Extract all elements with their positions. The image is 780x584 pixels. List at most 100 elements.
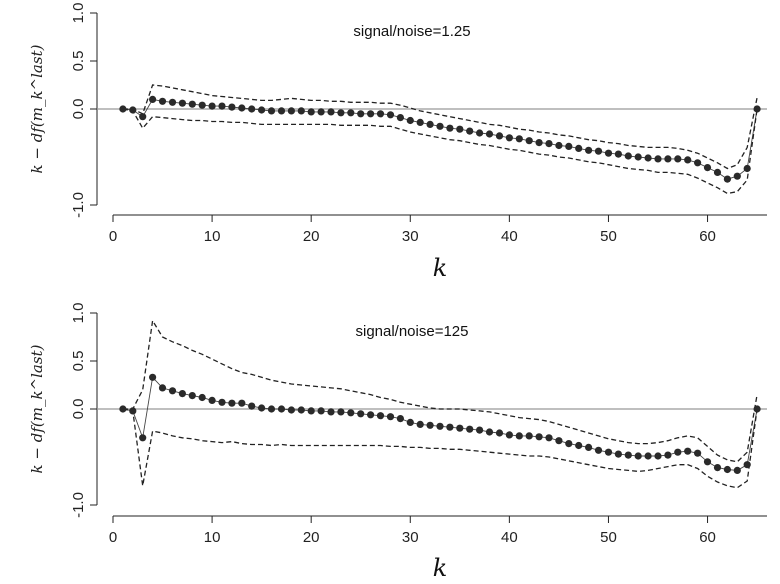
data-point	[426, 421, 434, 429]
data-point	[188, 392, 196, 400]
data-point	[505, 431, 513, 439]
data-point	[208, 102, 216, 110]
data-point	[396, 415, 404, 423]
data-point	[168, 98, 177, 106]
data-point	[565, 440, 573, 448]
y-tick-label: 0.5	[70, 351, 87, 372]
data-point	[357, 110, 365, 118]
data-point	[238, 399, 246, 407]
x-tick-label: 40	[501, 529, 518, 546]
data-point	[436, 422, 444, 430]
data-point	[287, 107, 295, 115]
data-point	[585, 146, 593, 154]
data-point	[545, 140, 553, 148]
data-point	[396, 114, 404, 122]
data-point	[466, 425, 474, 433]
data-point	[694, 449, 702, 457]
data-point	[129, 407, 137, 415]
data-point	[367, 411, 375, 419]
x-axis-label: k	[433, 554, 448, 582]
y-tick-label: -1.0	[70, 192, 87, 218]
data-point	[525, 432, 533, 440]
data-point	[713, 168, 722, 176]
panel-annotation: signal/noise=1.25	[353, 23, 470, 40]
data-point	[208, 396, 216, 404]
data-point	[198, 101, 206, 109]
data-point	[495, 132, 504, 140]
x-tick-label: 30	[402, 529, 419, 546]
data-point	[277, 405, 286, 413]
data-point	[733, 466, 741, 474]
data-point	[406, 116, 414, 125]
y-tick-label: 0.0	[70, 99, 87, 120]
band-layer	[122, 318, 758, 489]
x-tick-label: 60	[699, 529, 716, 546]
data-point	[218, 102, 226, 110]
data-point	[277, 107, 286, 115]
data-point	[624, 451, 632, 459]
data-point	[585, 443, 593, 451]
data-point	[664, 451, 672, 459]
data-point	[436, 122, 444, 130]
interval-line	[122, 318, 758, 463]
data-point	[733, 172, 741, 180]
data-point	[367, 110, 375, 118]
data-point	[228, 103, 236, 111]
data-point	[476, 426, 484, 434]
x-tick-label: 20	[303, 529, 320, 546]
data-point	[515, 432, 523, 440]
data-point	[594, 147, 603, 155]
data-point	[703, 458, 712, 466]
data-point	[713, 464, 722, 472]
data-point	[674, 155, 682, 163]
data-point	[426, 120, 434, 128]
data-point	[168, 387, 177, 395]
data-point	[535, 433, 543, 441]
data-point	[347, 409, 355, 417]
data-point	[614, 150, 623, 158]
data-point	[258, 106, 266, 114]
data-point	[267, 405, 276, 413]
data-point	[476, 129, 484, 137]
data-point	[723, 465, 732, 474]
data-point	[119, 405, 127, 413]
y-axis-label: k − df(m_k^last)	[28, 344, 46, 473]
data-point	[466, 127, 474, 135]
data-point	[357, 410, 365, 418]
data-point	[753, 405, 761, 413]
data-point	[565, 142, 573, 150]
data-point	[485, 428, 494, 436]
data-point	[178, 99, 186, 107]
data-point	[149, 373, 157, 381]
x-tick-label: 40	[501, 228, 518, 245]
data-point	[337, 408, 345, 416]
interval-line	[122, 108, 758, 195]
x-tick-label: 50	[600, 228, 617, 245]
data-point	[684, 447, 692, 455]
point-layer	[119, 373, 761, 474]
data-point	[337, 109, 345, 117]
data-point	[456, 424, 464, 432]
data-point	[188, 100, 196, 108]
data-point	[158, 384, 167, 392]
data-point	[684, 156, 692, 164]
data-point	[347, 109, 355, 117]
data-point	[743, 164, 751, 173]
data-point	[495, 429, 504, 437]
data-point	[139, 113, 147, 121]
data-point	[307, 108, 315, 116]
data-point	[555, 437, 563, 445]
data-point	[258, 404, 266, 412]
data-point	[248, 105, 256, 113]
data-point	[158, 97, 167, 105]
panel-annotation: signal/noise=125	[355, 323, 468, 340]
panel-bottom: 0 10 20 30 40 50 60 -1.0 0.0 0.5 1.0 signal/noise=…	[28, 303, 767, 582]
data-point	[624, 152, 632, 160]
data-point	[149, 95, 157, 103]
data-point	[525, 137, 533, 145]
data-point	[575, 441, 583, 450]
data-point	[317, 108, 325, 116]
y-axis-label: k − df(m_k^last)	[28, 44, 46, 173]
x-axis-label: k	[433, 254, 448, 282]
data-point	[545, 434, 553, 442]
